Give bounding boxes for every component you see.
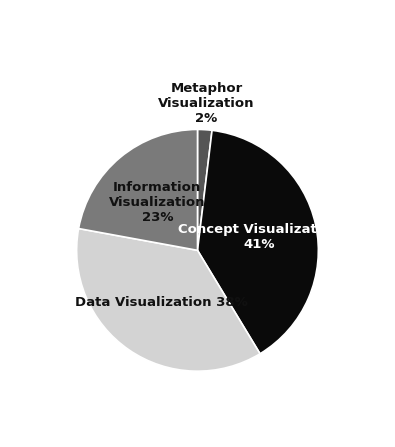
Wedge shape — [198, 130, 212, 250]
Text: Metaphor
Visualization
2%: Metaphor Visualization 2% — [158, 82, 255, 125]
Text: Data Visualization 38%: Data Visualization 38% — [75, 295, 248, 308]
Text: Concept Visualization
41%: Concept Visualization 41% — [178, 223, 340, 251]
Text: Information
Visualization
23%: Information Visualization 23% — [109, 181, 205, 224]
Wedge shape — [198, 131, 318, 354]
Wedge shape — [77, 228, 260, 371]
Wedge shape — [79, 130, 198, 250]
